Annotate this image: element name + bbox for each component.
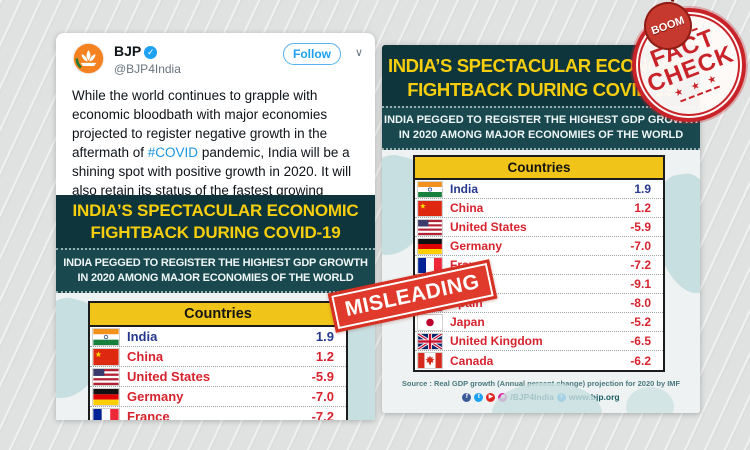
infographic-title-line1: INDIA’S SPECTACULAR ECONOMIC (387, 55, 695, 76)
flag-cn-icon (418, 200, 442, 216)
gdp-value: -5.9 (630, 220, 651, 234)
gdp-value: -7.2 (630, 258, 651, 272)
table-row: United States -5.9 (90, 367, 346, 387)
infographic-subtitle-line1: INDIA PEGGED TO REGISTER THE HIGHEST GDP… (384, 114, 698, 126)
gdp-value: 1.2 (634, 201, 651, 215)
flag-in-icon (418, 181, 442, 197)
gdp-value: -6.2 (630, 353, 651, 368)
tweet-author: BJP ✓ @BJP4India (114, 43, 181, 76)
gdp-value: -5.9 (311, 369, 334, 384)
country-name: China (450, 201, 484, 215)
country-name: Japan (450, 315, 485, 329)
table-row: India 1.9 (90, 327, 346, 347)
infographic-title-line2: FIGHTBACK DURING COVID-19 (90, 223, 341, 242)
flag-in-icon (93, 328, 119, 345)
country-name: United Kingdom (450, 334, 543, 348)
gdp-table: Countries India 1.9 China 1.2 United States -… (88, 301, 348, 420)
infographic-subtitle-line2: IN 2020 AMONG MAJOR ECONOMIES OF THE WOR… (398, 129, 684, 141)
tweet-header: BJP ✓ @BJP4India Follow ∨ (56, 33, 375, 79)
table-row: India 1.9 (415, 180, 663, 199)
infographic-title-line2: FIGHTBACK DURING COVID-19 (407, 79, 675, 100)
table-row: China 1.2 (90, 347, 346, 367)
table-row: Canada -6.2 (415, 351, 663, 370)
country-name: Germany (127, 389, 184, 404)
fact-check-stamp: FACT CHECK ★ ★ ★ BOOM (623, 0, 750, 131)
flag-fr-icon (93, 408, 119, 420)
gdp-value: -7.0 (311, 389, 334, 404)
infographic-title-line1: INDIA’S SPECTACULAR ECONOMIC (72, 201, 359, 220)
flag-de-icon (93, 388, 119, 405)
flag-us-icon (418, 219, 442, 235)
flag-us-icon (93, 368, 119, 385)
table-row: Japan -5.2 (415, 313, 663, 332)
flag-fr-icon (418, 257, 442, 273)
gdp-value: -6.5 (630, 334, 651, 348)
verified-icon: ✓ (144, 46, 158, 59)
world-map-background: Countries India 1.9 China 1.2 United States -… (382, 150, 700, 413)
table-row: Germany -7.0 (90, 387, 346, 407)
table-row: Germany -7.0 (415, 237, 663, 256)
country-name: Germany (450, 239, 503, 253)
gdp-value: -8.0 (630, 296, 651, 310)
hashtag-link[interactable]: #COVID (147, 145, 199, 160)
country-name: India (127, 329, 158, 344)
flag-ca-icon (418, 353, 442, 368)
country-name: India (450, 182, 479, 196)
country-name: United States (450, 220, 527, 234)
infographic-embedded: INDIA’S SPECTACULAR ECONOMIC FIGHTBACK D… (56, 195, 375, 420)
world-map-background: Countries India 1.9 China 1.2 United States -… (56, 293, 375, 420)
facebook-icon: f (462, 392, 472, 402)
infographic-subtitle-line1: INDIA PEGGED TO REGISTER THE HIGHEST GDP… (63, 257, 368, 269)
youtube-icon: ▶ (486, 392, 496, 402)
boom-label: BOOM (649, 14, 687, 38)
infographic-subtitle: INDIA PEGGED TO REGISTER THE HIGHEST GDP… (382, 106, 700, 150)
country-name: Canada (450, 353, 494, 368)
infographic-subtitle-line2: IN 2020 AMONG MAJOR ECONOMIES OF THE WOR… (77, 271, 354, 284)
country-name: France (127, 409, 170, 420)
gdp-value: 1.9 (315, 329, 334, 344)
gdp-value: -5.2 (630, 315, 651, 329)
gdp-value: 1.9 (634, 182, 651, 196)
bjp-avatar[interactable] (72, 42, 105, 75)
countries-header: Countries (90, 303, 346, 327)
gdp-table: Countries India 1.9 China 1.2 United States -… (413, 155, 665, 372)
infographic-title: INDIA’S SPECTACULAR ECONOMIC FIGHTBACK D… (56, 195, 375, 248)
flag-jp-icon (418, 314, 442, 330)
flag-gb-icon (417, 332, 443, 350)
map-shape (626, 387, 674, 413)
flag-cn-icon (93, 348, 119, 365)
gdp-table-rows: India 1.9 China 1.2 United States -5.9 Germany… (90, 327, 346, 420)
country-name: United States (127, 369, 211, 384)
table-row: France -7.2 (90, 407, 346, 420)
chevron-down-icon[interactable]: ∨ (354, 47, 363, 59)
gdp-value: -7.2 (311, 409, 334, 420)
tweet-author-name[interactable]: BJP (114, 43, 142, 59)
tweet-author-handle[interactable]: @BJP4India (114, 62, 181, 76)
countries-header: Countries (415, 157, 663, 180)
tweet-card: BJP ✓ @BJP4India Follow ∨ While the world… (56, 33, 375, 420)
table-row: China 1.2 (415, 199, 663, 218)
gdp-value: 1.2 (315, 349, 334, 364)
table-row: United States -5.9 (415, 218, 663, 237)
twitter-icon: t (474, 392, 484, 402)
table-row: United Kingdom -6.5 (415, 332, 663, 351)
country-name: China (127, 349, 164, 364)
follow-button[interactable]: Follow (283, 43, 341, 65)
flag-de-icon (418, 238, 442, 254)
gdp-value: -9.1 (630, 277, 651, 291)
infographic-subtitle: INDIA PEGGED TO REGISTER THE HIGHEST GDP… (56, 248, 375, 293)
gdp-value: -7.0 (630, 239, 651, 253)
